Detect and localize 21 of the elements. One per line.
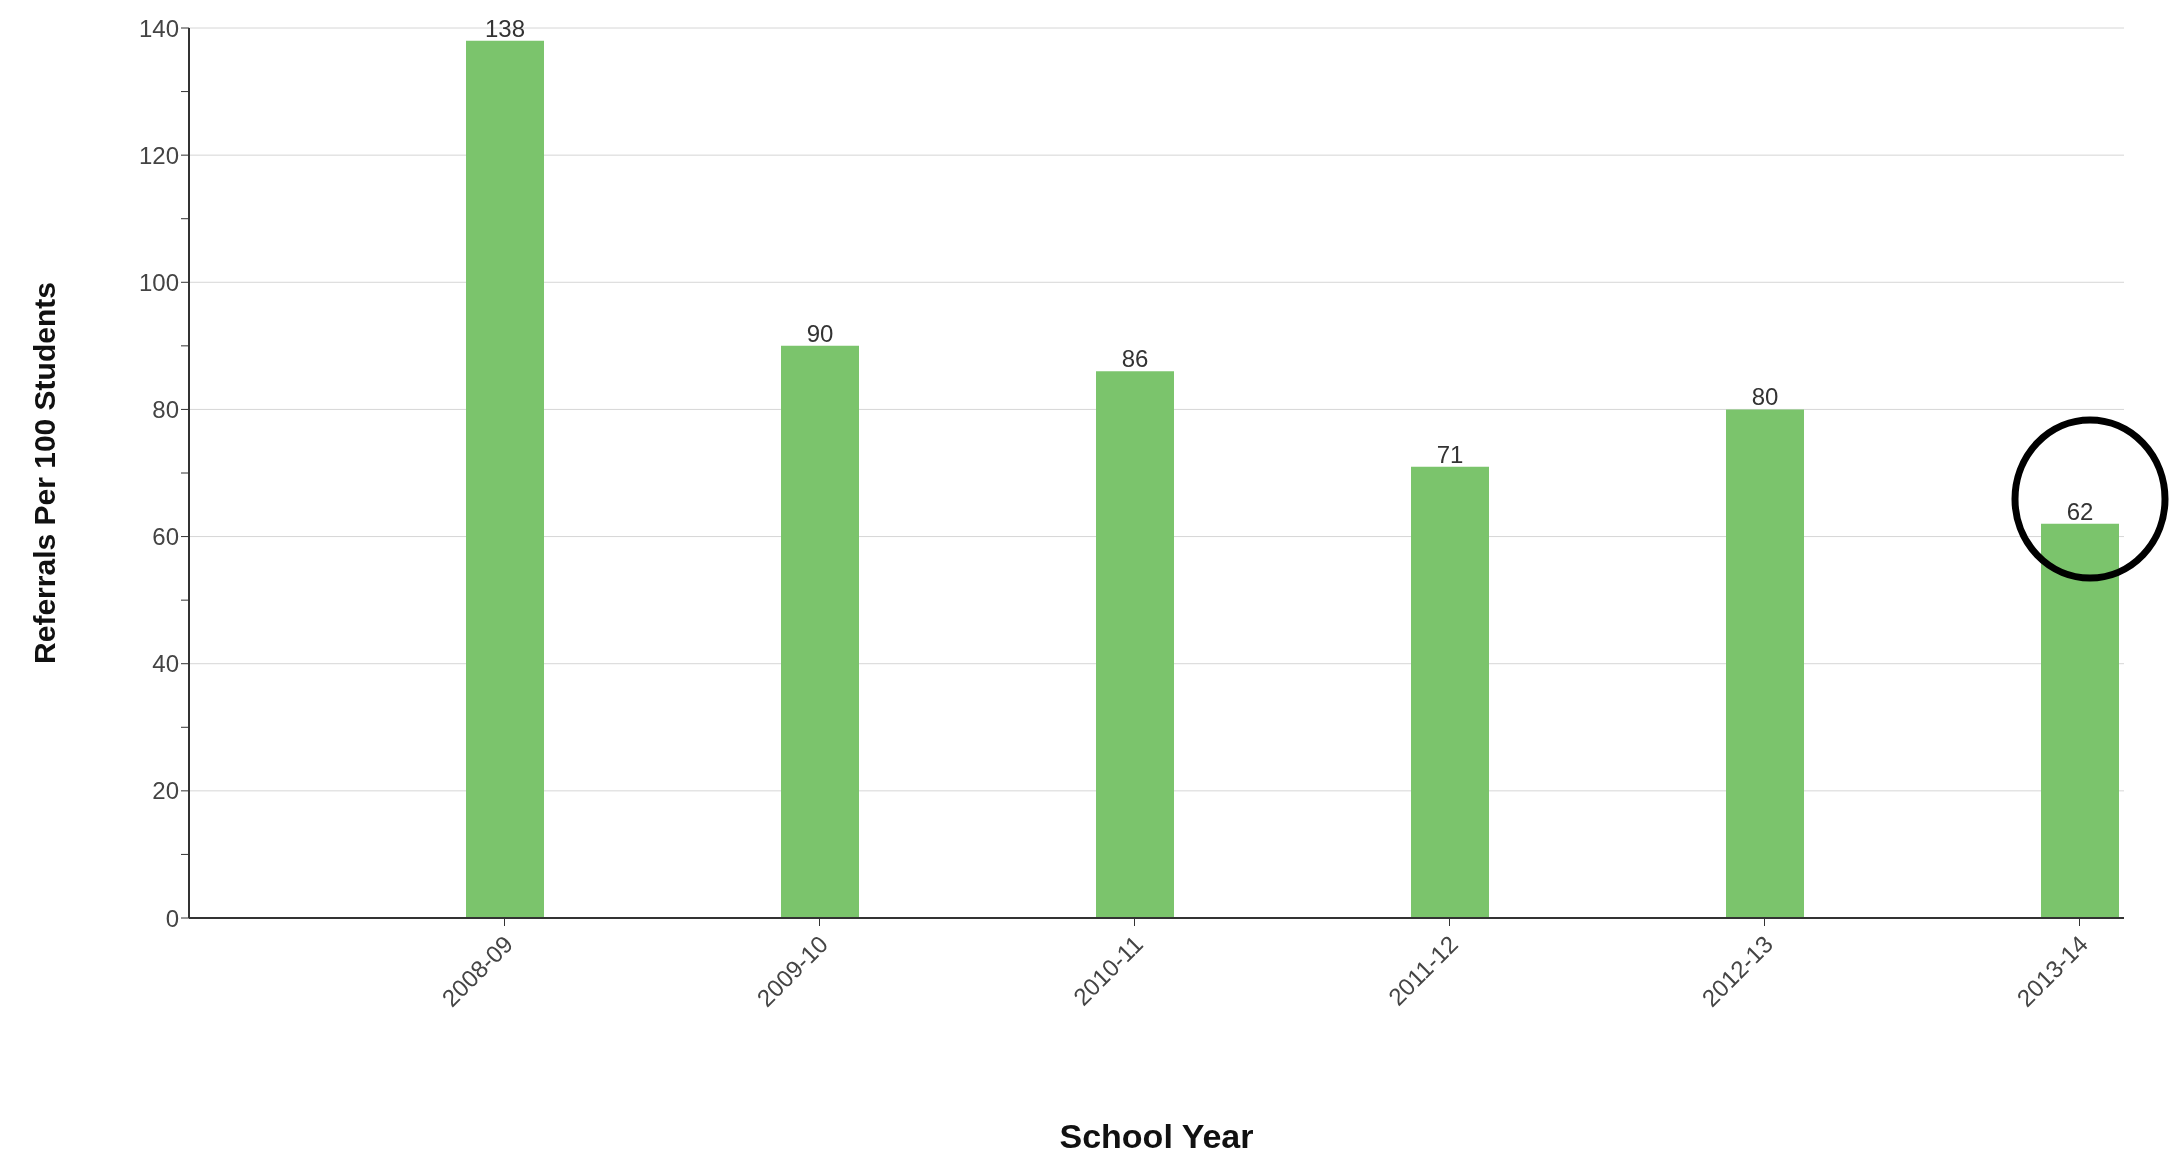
bar [466, 40, 544, 918]
data-label: 86 [1121, 345, 1149, 373]
y-tick-label: 20 [152, 777, 179, 805]
bar [1411, 466, 1489, 918]
y-tick-label: 100 [138, 268, 179, 296]
data-label: 71 [1436, 440, 1464, 468]
x-axis-title: School Year [1059, 1117, 1254, 1155]
bar [1096, 371, 1174, 918]
bar [781, 345, 859, 918]
y-tick-label: 0 [165, 904, 179, 932]
data-label: 90 [806, 319, 834, 347]
data-label: 62 [2066, 497, 2094, 525]
y-tick-label: 140 [138, 14, 179, 42]
y-tick-label: 80 [152, 395, 179, 423]
y-tick-label: 60 [152, 523, 179, 551]
data-label: 80 [1751, 383, 1779, 411]
y-tick-label: 120 [138, 141, 179, 169]
data-label: 138 [484, 14, 526, 42]
y-axis-title: Referrals Per 100 Students [27, 282, 61, 664]
y-tick-label: 40 [152, 650, 179, 678]
bar [1726, 409, 1804, 918]
